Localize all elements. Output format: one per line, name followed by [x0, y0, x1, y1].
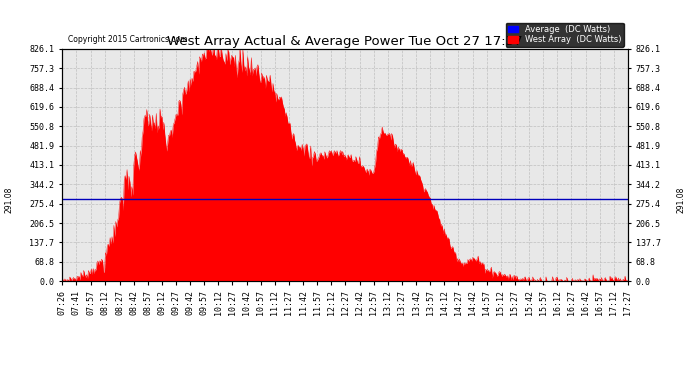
- Text: 291.08: 291.08: [676, 186, 685, 213]
- Legend: Average  (DC Watts), West Array  (DC Watts): Average (DC Watts), West Array (DC Watts…: [506, 23, 624, 47]
- Title: West Array Actual & Average Power Tue Oct 27 17:37: West Array Actual & Average Power Tue Oc…: [167, 34, 523, 48]
- Text: 291.08: 291.08: [5, 186, 14, 213]
- Text: Copyright 2015 Cartronics.com: Copyright 2015 Cartronics.com: [68, 35, 187, 44]
